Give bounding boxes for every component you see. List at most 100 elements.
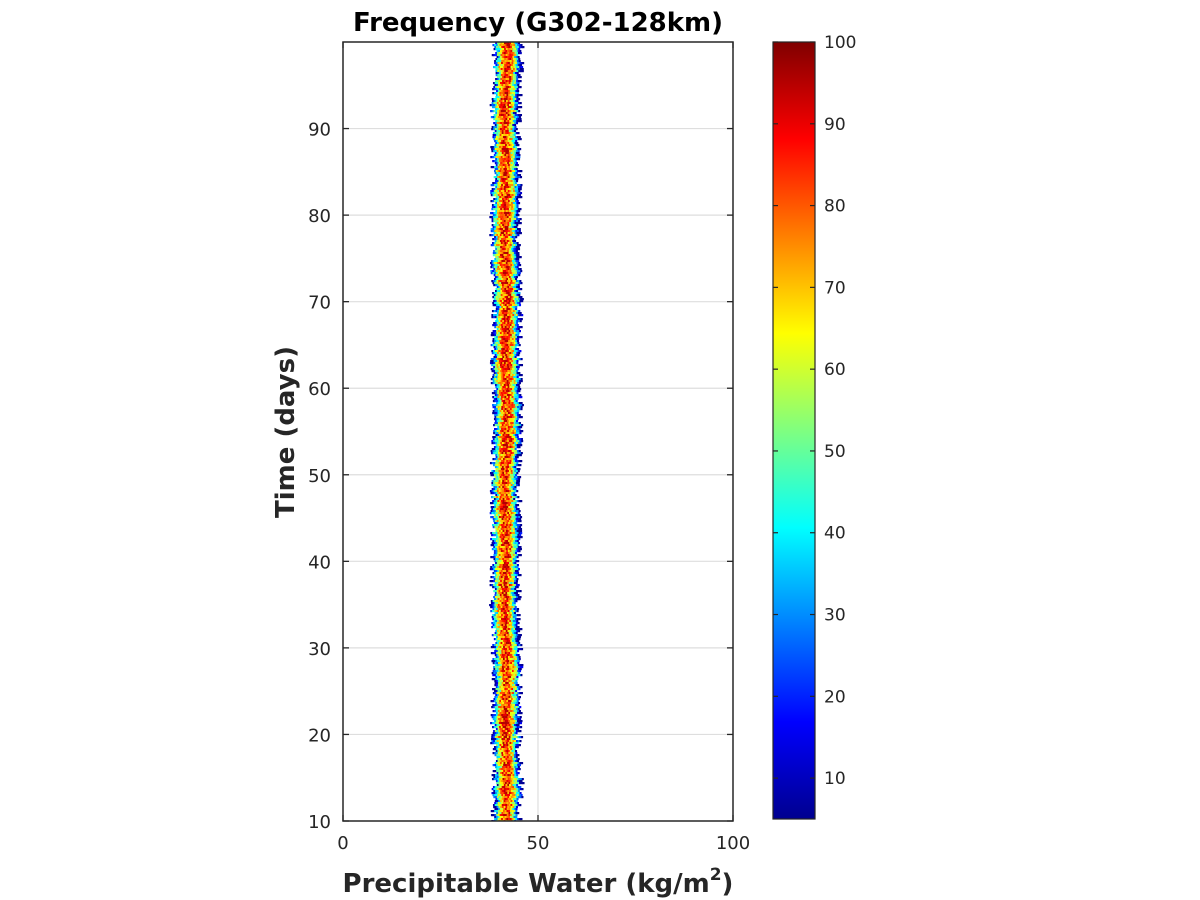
heatmap-cell: [504, 296, 507, 299]
heatmap-cell: [502, 530, 505, 533]
heatmap-cell: [516, 212, 519, 215]
heatmap-cell: [495, 310, 498, 313]
heatmap-cell: [494, 264, 497, 267]
heatmap-cell: [495, 352, 498, 355]
heatmap-cell: [493, 448, 496, 451]
heatmap-cell: [490, 244, 493, 247]
heatmap-cell: [507, 54, 510, 57]
heatmap-cell: [494, 244, 497, 247]
heatmap-cell: [511, 270, 514, 273]
heatmap-cell: [515, 322, 519, 325]
heatmap-cell: [511, 58, 514, 61]
heatmap-cell: [501, 278, 504, 281]
heatmap-cell: [504, 170, 507, 173]
heatmap-cell: [508, 526, 511, 529]
heatmap-cell: [508, 536, 511, 539]
heatmap-cell: [512, 528, 516, 531]
heatmap-cell: [511, 160, 514, 163]
heatmap-cell: [498, 252, 501, 255]
heatmap-cell: [511, 360, 514, 363]
heatmap-cell: [516, 274, 519, 277]
heatmap-cell: [499, 410, 502, 413]
heatmap-cell: [516, 58, 519, 61]
heatmap-cell: [491, 448, 494, 451]
heatmap-cell: [493, 610, 496, 613]
heatmap-cell: [516, 360, 519, 363]
heatmap-cell: [504, 472, 507, 475]
heatmap-cell: [513, 670, 516, 673]
heatmap-cell: [502, 506, 505, 509]
heatmap-cell: [504, 494, 507, 497]
heatmap-cell: [497, 578, 500, 581]
heatmap-cell: [508, 624, 511, 627]
heatmap-cell: [510, 226, 513, 229]
heatmap-cell: [500, 668, 503, 671]
heatmap-cell: [504, 110, 507, 113]
heatmap-cell: [494, 378, 497, 381]
heatmap-cell: [508, 254, 511, 257]
heatmap-cell: [502, 114, 505, 117]
heatmap-cell: [501, 230, 504, 233]
heatmap-cell: [500, 156, 503, 159]
heatmap-cell: [496, 56, 499, 59]
heatmap-cell: [510, 654, 513, 657]
heatmap-cell: [504, 62, 507, 65]
heatmap-cell: [498, 588, 501, 591]
heatmap-cell: [517, 326, 520, 329]
heatmap-cell: [493, 280, 496, 283]
heatmap-cell: [503, 514, 506, 517]
heatmap-cell: [501, 632, 504, 635]
heatmap-cell: [504, 656, 507, 659]
heatmap-cell: [517, 584, 520, 587]
heatmap-cell: [506, 674, 509, 677]
heatmap-cell: [493, 558, 496, 561]
heatmap-cell: [495, 212, 498, 215]
heatmap-cell: [514, 76, 517, 79]
heatmap-cell: [508, 324, 511, 327]
heatmap-cell: [509, 656, 512, 659]
heatmap-cell: [515, 458, 518, 461]
heatmap-cell: [513, 510, 516, 513]
heatmap-cell: [517, 332, 520, 335]
heatmap-cell: [507, 384, 510, 387]
heatmap-cell: [502, 126, 505, 129]
heatmap-cell: [492, 396, 495, 399]
heatmap-cell: [509, 302, 512, 305]
heatmap-cell: [501, 104, 505, 107]
heatmap-cell: [492, 458, 495, 461]
heatmap-cell: [514, 310, 517, 313]
heatmap-cell: [498, 274, 501, 277]
heatmap-cell: [509, 606, 512, 609]
heatmap-cell: [498, 346, 501, 349]
heatmap-cell: [511, 326, 514, 329]
heatmap-cell: [493, 238, 496, 241]
heatmap-cell: [504, 160, 507, 163]
heatmap-cell: [512, 694, 515, 697]
heatmap-cell: [505, 386, 508, 389]
heatmap-cell: [502, 206, 505, 209]
heatmap-cell: [516, 76, 519, 79]
heatmap-cell: [499, 510, 502, 513]
heatmap-cell: [509, 184, 512, 187]
heatmap-cell: [494, 420, 497, 423]
heatmap-cell: [497, 338, 500, 341]
heatmap-cell: [496, 370, 499, 373]
heatmap-cell: [505, 152, 508, 155]
heatmap-cell: [514, 404, 517, 407]
heatmap-cell: [505, 342, 508, 345]
heatmap-cell: [505, 162, 508, 165]
heatmap-cell: [500, 138, 503, 141]
heatmap-cell: [515, 326, 518, 329]
heatmap-cell: [500, 398, 503, 401]
heatmap-cell: [514, 550, 518, 553]
heatmap-cell: [496, 612, 499, 615]
heatmap-cell: [499, 368, 502, 371]
heatmap-cell: [500, 224, 503, 227]
heatmap-cell: [495, 78, 498, 81]
heatmap-cell: [514, 160, 518, 163]
heatmap-cell: [500, 486, 503, 489]
heatmap-cell: [502, 472, 505, 475]
heatmap-cell: [512, 316, 515, 319]
heatmap-cell: [505, 50, 508, 53]
heatmap-cell: [492, 626, 496, 629]
